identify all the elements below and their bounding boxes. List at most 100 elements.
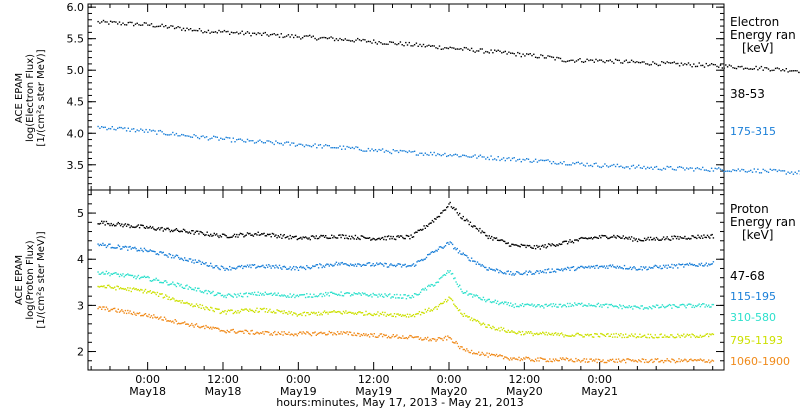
proton-point	[619, 360, 621, 362]
proton-point	[508, 304, 511, 307]
proton-point	[333, 332, 335, 334]
proton-point	[304, 268, 307, 271]
proton-point	[427, 336, 429, 339]
electron-point	[675, 169, 677, 171]
proton-point	[483, 266, 486, 269]
proton-point	[703, 335, 705, 337]
proton-point	[396, 313, 398, 315]
proton-point	[623, 336, 626, 339]
electron-point	[376, 150, 378, 153]
electron-point	[545, 159, 547, 161]
proton-point	[161, 252, 163, 254]
proton-point	[692, 360, 694, 362]
proton-point	[478, 263, 480, 265]
proton-point	[277, 235, 279, 237]
proton-point	[417, 294, 419, 296]
proton-point	[403, 294, 405, 296]
electron-point	[262, 32, 265, 34]
proton-point	[251, 264, 253, 266]
proton-point	[566, 358, 569, 360]
electron-point	[101, 126, 103, 128]
proton-point	[357, 293, 359, 295]
proton-point	[130, 248, 132, 250]
proton-point	[590, 236, 592, 239]
electron-point	[227, 137, 229, 139]
proton-point	[157, 227, 160, 229]
proton-point	[413, 336, 416, 338]
proton-point	[109, 224, 111, 227]
proton-point	[447, 335, 449, 337]
proton-point	[119, 287, 122, 289]
proton-point	[380, 263, 383, 265]
proton-point	[395, 238, 397, 241]
electron-point	[497, 156, 499, 158]
electron-point	[124, 24, 126, 26]
proton-point	[187, 302, 189, 305]
proton-point	[421, 339, 423, 341]
proton-point	[200, 231, 202, 233]
proton-point	[698, 303, 700, 305]
proton-point	[384, 235, 386, 238]
proton-point	[161, 226, 163, 229]
proton-point	[683, 266, 685, 268]
proton-point	[252, 310, 255, 313]
proton-point	[385, 334, 387, 336]
proton-point	[391, 335, 393, 338]
proton-point	[371, 238, 373, 241]
proton-point	[398, 336, 400, 338]
proton-point	[453, 342, 455, 344]
electron-point	[124, 127, 126, 129]
proton-point	[626, 237, 628, 239]
electron-point	[102, 19, 105, 22]
proton-point	[321, 314, 323, 316]
proton-point	[468, 293, 470, 295]
electron-point	[225, 31, 227, 33]
electron-point	[542, 159, 544, 162]
electron-point	[513, 157, 515, 159]
proton-point	[657, 336, 659, 339]
proton-point	[511, 359, 513, 361]
proton-point	[405, 266, 408, 268]
electron-point	[205, 136, 208, 138]
proton-point	[456, 247, 458, 250]
proton-point	[422, 339, 424, 341]
electron-point	[138, 24, 140, 26]
proton-point	[216, 233, 218, 235]
proton-point	[102, 271, 104, 273]
proton-point	[564, 267, 566, 270]
electron-point	[149, 129, 151, 131]
electron-point	[511, 157, 514, 160]
proton-point	[315, 235, 317, 237]
proton-point	[194, 324, 196, 326]
electron-point	[323, 36, 325, 39]
electron-point	[406, 151, 409, 154]
proton-point	[553, 332, 556, 335]
proton-point	[614, 305, 616, 307]
proton-point	[708, 263, 710, 265]
proton-point	[344, 292, 346, 295]
proton-point	[131, 226, 134, 228]
electron-point	[693, 170, 695, 172]
proton-point	[579, 334, 582, 336]
proton-point	[457, 214, 460, 216]
proton-point	[302, 236, 304, 238]
proton-point	[259, 307, 262, 310]
proton-point	[460, 312, 462, 314]
proton-point	[192, 324, 194, 327]
proton-point	[269, 334, 271, 336]
proton-point	[377, 311, 379, 313]
proton-point	[549, 243, 551, 246]
electron-point	[430, 45, 432, 47]
proton-point	[604, 303, 607, 305]
proton-point	[373, 313, 375, 315]
proton-point	[199, 260, 201, 263]
proton-point	[316, 314, 319, 316]
proton-point	[352, 312, 354, 314]
electron-point	[758, 172, 761, 174]
proton-point	[616, 336, 619, 338]
proton-point	[307, 331, 309, 334]
electron-point	[309, 34, 311, 37]
proton-point	[131, 288, 134, 290]
proton-point	[106, 222, 109, 225]
proton-point	[373, 294, 375, 296]
